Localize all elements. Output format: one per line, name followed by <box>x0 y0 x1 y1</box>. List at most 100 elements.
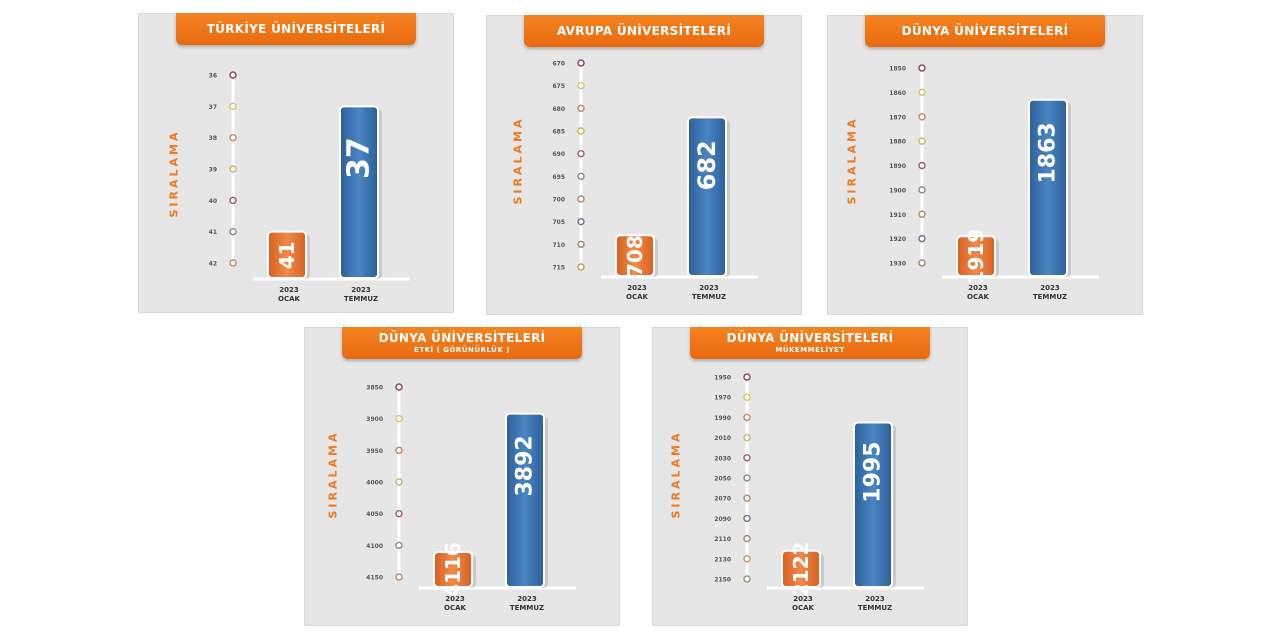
x-category-year: 2023 <box>445 595 465 603</box>
y-tick-label: 1970 <box>714 395 731 402</box>
y-tick-label: 670 <box>552 61 565 68</box>
bar-value-label: 41 <box>275 241 299 269</box>
y-tick-dot <box>743 393 751 401</box>
y-tick-dot <box>743 514 751 523</box>
chart-title: AVRUPA ÜNİVERSİTELERİ <box>556 24 732 38</box>
x-category-year: 2023 <box>793 595 813 603</box>
bar-value-label: 682 <box>693 140 721 190</box>
bar-temmuz <box>687 116 727 278</box>
y-tick-label: 3850 <box>366 385 383 392</box>
bar-ocak <box>433 551 473 588</box>
chart-panel-turkiye: TÜRKİYE ÜNİVERSİTELERİ SIRALAMA 36 37 38 39… <box>138 13 454 313</box>
y-tick-dot <box>577 127 585 135</box>
y-tick-dot <box>743 433 751 442</box>
bar-temmuz <box>505 412 545 588</box>
y-tick-label: 1910 <box>889 212 906 219</box>
x-category-year: 2023 <box>517 595 537 603</box>
y-tick-dot <box>743 555 751 563</box>
y-tick-dot <box>577 217 585 226</box>
bar-temmuz <box>1028 98 1068 277</box>
chart-title-banner: DÜNYA ÜNİVERSİTELERİ ETKİ ( GÖRÜNÜRLÜK ) <box>342 327 582 359</box>
y-tick-label: 695 <box>552 174 565 181</box>
chart-subtitle: ETKİ ( GÖRÜNÜRLÜK ) <box>414 346 510 354</box>
y-tick-label: 680 <box>552 106 565 113</box>
y-tick-label: 690 <box>552 151 565 158</box>
bar-ocak <box>956 235 996 277</box>
y-tick-dot <box>229 165 237 173</box>
x-category-year: 2023 <box>699 284 719 292</box>
y-tick-dot <box>918 88 926 97</box>
chart-panel-dunya: DÜNYA ÜNİVERSİTELERİ SIRALAMA 1850 1860 18… <box>827 15 1143 315</box>
chart-title: DÜNYA ÜNİVERSİTELERİ <box>901 24 1069 38</box>
y-tick-dot <box>395 573 403 581</box>
bar-value-label: 4116 <box>441 542 465 598</box>
bar-temmuz <box>853 421 893 588</box>
y-tick-label: 3900 <box>366 416 383 423</box>
bar-value-label: 37 <box>342 137 377 179</box>
y-tick-dot <box>743 454 751 462</box>
y-tick-dot <box>918 210 926 218</box>
y-tick-label: 4050 <box>366 511 383 518</box>
y-tick-dot <box>577 172 585 181</box>
x-category-label: OCAK <box>967 293 990 301</box>
y-tick-label: 38 <box>209 135 217 142</box>
y-tick-dot <box>577 81 585 90</box>
y-tick-label: 37 <box>209 104 217 111</box>
x-category-year: 2023 <box>1040 284 1060 292</box>
x-category-year: 2023 <box>968 284 988 292</box>
y-tick-label: 1860 <box>889 90 906 97</box>
y-tick-dot <box>918 259 926 267</box>
y-tick-dot <box>918 186 926 194</box>
chart-svg: 1850 1860 1870 1880 1890 1900 1910 1920 1930 1919… <box>889 64 1099 301</box>
x-category-label: OCAK <box>792 604 815 612</box>
y-tick-label: 675 <box>552 83 565 90</box>
y-tick-dot <box>743 494 751 502</box>
bar-temmuz <box>339 105 379 280</box>
y-tick-dot <box>577 263 585 271</box>
y-tick-label: 39 <box>209 167 217 174</box>
x-category-label: TEMMUZ <box>510 604 544 612</box>
y-tick-dot <box>918 137 926 145</box>
bar-value-label: 1919 <box>964 229 988 285</box>
y-tick-dot <box>395 414 403 423</box>
y-tick-label: 2010 <box>714 435 731 442</box>
y-tick-label: 4100 <box>366 543 383 550</box>
y-tick-label: 2050 <box>714 476 731 483</box>
x-category-label: TEMMUZ <box>1033 293 1067 301</box>
y-tick-dot <box>229 102 237 111</box>
x-category-label: TEMMUZ <box>344 295 378 303</box>
y-tick-dot <box>229 227 237 236</box>
y-tick-label: 1870 <box>889 114 906 121</box>
y-tick-label: 1900 <box>889 187 906 194</box>
bar-value-label: 3892 <box>513 435 538 496</box>
x-category-label: OCAK <box>278 295 301 303</box>
y-tick-label: 2110 <box>714 536 731 543</box>
y-tick-label: 700 <box>552 197 565 204</box>
chart-panel-dunya-mukemmeliyet: DÜNYA ÜNİVERSİTELERİ MÜKEMMELİYET SIRALA… <box>652 327 968 626</box>
y-tick-dot <box>743 575 751 583</box>
y-tick-label: 2130 <box>714 556 731 563</box>
y-tick-dot <box>395 383 403 391</box>
y-tick-dot <box>395 446 403 455</box>
bar-value-label: 708 <box>623 235 647 277</box>
x-category-label: TEMMUZ <box>858 604 892 612</box>
y-tick-label: 36 <box>209 73 217 80</box>
y-tick-dot <box>229 71 237 79</box>
y-tick-label: 705 <box>552 219 565 226</box>
y-tick-label: 2070 <box>714 496 731 503</box>
chart-title: DÜNYA ÜNİVERSİTELERİ <box>726 331 894 345</box>
y-tick-label: 1920 <box>889 236 906 243</box>
y-tick-label: 41 <box>209 229 217 236</box>
chart-title-banner: TÜRKİYE ÜNİVERSİTELERİ <box>176 13 416 45</box>
chart-subtitle: MÜKEMMELİYET <box>775 346 845 354</box>
chart-panel-avrupa: AVRUPA ÜNİVERSİTELERİ SIRALAMA 670 675 680… <box>486 15 802 315</box>
y-tick-label: 2030 <box>714 455 731 462</box>
y-tick-dot <box>577 195 585 203</box>
chart-panel-dunya-etki: DÜNYA ÜNİVERSİTELERİ ETKİ ( GÖRÜNÜRLÜK )… <box>304 327 620 626</box>
y-tick-dot <box>918 64 926 72</box>
y-tick-label: 1950 <box>714 375 731 382</box>
y-tick-label: 1890 <box>889 163 906 170</box>
